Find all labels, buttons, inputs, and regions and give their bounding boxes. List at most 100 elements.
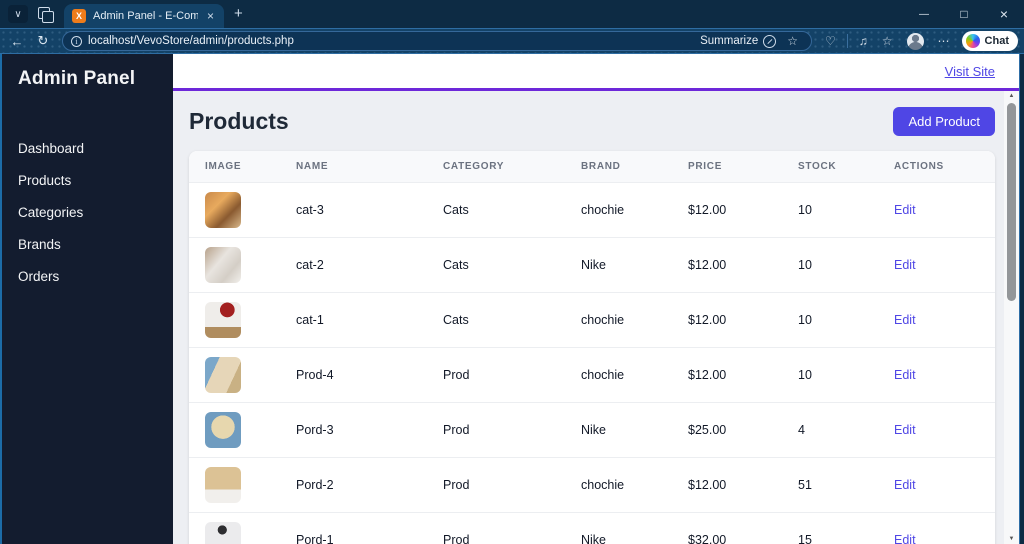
table-row: cat-1 Cats chochie $12.00 10 Edit: [189, 292, 995, 348]
scroll-down-icon[interactable]: ▼: [1008, 536, 1015, 542]
tab-search-button[interactable]: ∨: [8, 5, 28, 23]
browser-tab[interactable]: X Admin Panel - E-Commerce ×: [64, 4, 224, 28]
product-name: cat-3: [280, 182, 427, 238]
product-stock: 51: [782, 457, 878, 513]
column-header-stock: STOCK: [782, 151, 878, 183]
product-category: Prod: [427, 347, 565, 403]
add-product-button[interactable]: Add Product: [893, 106, 995, 136]
minimize-button[interactable]: —: [919, 8, 929, 20]
page-scrollbar[interactable]: ▲ ▼: [1004, 91, 1019, 544]
scroll-up-icon[interactable]: ▲: [1008, 93, 1015, 99]
table-row: Pord-1 Prod Nike $32.00 15 Edit: [189, 512, 995, 544]
sidebar-item-brands[interactable]: Brands: [18, 237, 61, 252]
column-header-actions: ACTIONS: [878, 151, 995, 183]
column-header-name: NAME: [280, 151, 427, 183]
profile-avatar[interactable]: [906, 32, 924, 50]
sidebar-item-dashboard[interactable]: Dashboard: [18, 141, 85, 156]
product-stock: 10: [782, 347, 878, 403]
product-thumbnail: [205, 412, 241, 448]
visit-site-link[interactable]: Visit Site: [944, 63, 995, 79]
summarize-button[interactable]: Summarize: [700, 34, 777, 48]
tab-close-icon[interactable]: ×: [206, 9, 214, 23]
column-header-price: PRICE: [672, 151, 782, 183]
product-stock: 10: [782, 292, 878, 348]
window-border-right: [1019, 54, 1024, 544]
new-tab-button[interactable]: +: [234, 5, 243, 22]
tab-strip: ∨ X Admin Panel - E-Commerce × + — □ ×: [0, 0, 1024, 28]
edit-link[interactable]: Edit: [894, 313, 916, 327]
edit-link[interactable]: Edit: [894, 533, 916, 544]
product-category: Prod: [427, 402, 565, 458]
edit-link[interactable]: Edit: [894, 368, 916, 382]
workspaces-icon[interactable]: [38, 7, 54, 23]
table-row: cat-3 Cats chochie $12.00 10 Edit: [189, 182, 995, 238]
product-thumbnail: [205, 247, 241, 283]
product-brand: chochie: [565, 182, 672, 238]
product-name: cat-2: [280, 237, 427, 293]
copilot-chat-button[interactable]: Chat: [961, 31, 1018, 51]
collections-icon[interactable]: ☆: [881, 34, 893, 48]
more-menu-icon[interactable]: ⋯: [937, 34, 950, 48]
maximize-button[interactable]: □: [960, 7, 968, 21]
refresh-icon[interactable]: ↻: [37, 33, 49, 48]
back-icon[interactable]: ←: [10, 33, 24, 49]
site-info-icon[interactable]: i: [71, 35, 82, 47]
product-thumbnail: [205, 192, 241, 228]
products-table-card: IMAGE NAME CATEGORY BRAND PRICE STOCK AC…: [189, 151, 995, 544]
main-region: Visit Site Products Add Product: [173, 54, 1019, 544]
window-controls: — □ ×: [904, 0, 1024, 28]
product-thumbnail: [205, 522, 241, 544]
product-category: Prod: [427, 457, 565, 513]
edit-link[interactable]: Edit: [894, 203, 916, 217]
product-category: Cats: [427, 292, 565, 348]
content-area: Products Add Product IMAGE: [173, 91, 1004, 544]
products-table: IMAGE NAME CATEGORY BRAND PRICE STOCK AC…: [189, 151, 995, 544]
product-stock: 15: [782, 512, 878, 544]
product-stock: 4: [782, 402, 878, 458]
product-brand: Nike: [565, 237, 672, 293]
column-header-image: IMAGE: [189, 151, 280, 183]
browser-essentials-icon[interactable]: ♡: [825, 34, 836, 48]
product-price: $25.00: [672, 402, 782, 458]
product-stock: 10: [782, 237, 878, 293]
scrollbar-thumb[interactable]: [1007, 103, 1016, 301]
edit-link[interactable]: Edit: [894, 258, 916, 272]
summarize-label: Summarize: [700, 35, 759, 47]
sidebar-item-orders[interactable]: Orders: [18, 269, 60, 284]
products-table-body: cat-3 Cats chochie $12.00 10 Edit cat-2 …: [189, 182, 995, 544]
summarize-icon: [763, 34, 777, 48]
product-brand: chochie: [565, 292, 672, 348]
sidebar-title: Admin Panel: [18, 68, 136, 89]
url-text[interactable]: localhost/VevoStore/admin/products.php: [88, 35, 294, 47]
product-price: $12.00: [672, 347, 782, 403]
edit-link[interactable]: Edit: [894, 478, 916, 492]
xampp-favicon-icon: X: [72, 9, 86, 23]
window-border-left: [0, 54, 2, 544]
product-thumbnail: [205, 302, 241, 338]
product-name: Pord-2: [280, 457, 427, 513]
favorite-star-icon[interactable]: ☆: [787, 34, 799, 48]
table-row: Prod-4 Prod chochie $12.00 10 Edit: [189, 347, 995, 403]
edit-link[interactable]: Edit: [894, 423, 916, 437]
table-header-row: IMAGE NAME CATEGORY BRAND PRICE STOCK AC…: [189, 151, 995, 183]
product-price: $12.00: [672, 457, 782, 513]
copilot-icon: [965, 34, 980, 48]
close-button[interactable]: ×: [999, 6, 1009, 22]
media-controls-icon[interactable]: ♫: [858, 34, 868, 48]
sidebar-nav: Dashboard Products Categories Brands Orders: [2, 134, 173, 292]
table-row: Pord-3 Prod Nike $25.00 4 Edit: [189, 402, 995, 458]
product-brand: Nike: [565, 402, 672, 458]
toolbar-divider: [846, 34, 848, 48]
product-category: Cats: [427, 237, 565, 293]
product-thumbnail: [205, 467, 241, 503]
product-name: Pord-1: [280, 512, 427, 544]
product-brand: Nike: [565, 512, 672, 544]
sidebar-item-categories[interactable]: Categories: [18, 205, 84, 220]
browser-toolbar: ← ↻ i localhost/VevoStore/admin/products…: [0, 28, 1024, 54]
sidebar-item-products[interactable]: Products: [18, 173, 72, 188]
chat-label: Chat: [984, 35, 1009, 47]
product-price: $12.00: [672, 237, 782, 293]
product-name: cat-1: [280, 292, 427, 348]
address-bar[interactable]: i localhost/VevoStore/admin/products.php…: [62, 31, 813, 51]
table-row: Pord-2 Prod chochie $12.00 51 Edit: [189, 457, 995, 513]
